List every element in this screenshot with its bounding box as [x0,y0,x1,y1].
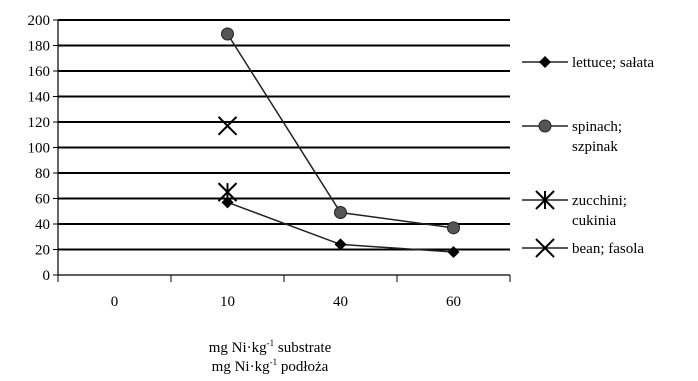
y-tick-label: 200 [28,13,51,29]
x-stroke [535,238,555,258]
legend-item-1: lettuce; sałata [522,55,654,71]
legend-label: zucchini; [572,193,627,209]
x-axis-label-line-1: mg Ni·kg-1 substrate [208,338,332,357]
y-tick-label: 180 [28,39,51,55]
y-tick-label: 100 [28,141,51,157]
data-point-star [217,182,238,202]
x-tick-label: 10 [220,294,235,310]
data-point-diamond [334,238,347,251]
legend-label: cukinia [572,213,616,229]
legend-item-3: zucchini; cukinia [522,190,627,229]
y-axis-ticks: 0 20 40 60 80 100 120 140 160 180 200 [28,13,58,284]
legend-label: spinach; [572,119,622,135]
data-point-diamond [447,246,460,259]
series-lines [226,33,454,253]
y-tick-label: 0 [43,268,51,284]
x-axis-ticks: 0 10 40 60 [57,275,511,310]
x-stroke [217,116,238,136]
gridlines [58,19,510,251]
y-tick-label: 20 [35,243,50,259]
x-axis-label-line-2: mg Ni·kg-1 podłoża [211,357,329,376]
legend-marker-circle [538,119,552,133]
series-markers [217,27,460,259]
legend-marker-star [535,190,555,210]
y-tick-label: 120 [28,115,51,131]
legend-label: lettuce; sałata [572,55,654,71]
legend: lettuce; sałata spinach; szpinak zucchini; c… [522,55,654,258]
data-point-circle [334,206,347,220]
y-tick-label: 140 [28,90,51,106]
legend-marker-x [535,238,555,258]
axes [57,20,510,276]
legend-label: bean; fasola [572,241,644,257]
x-tick-label: 40 [333,294,348,310]
x-tick-label: 0 [111,294,119,310]
y-tick-label: 40 [35,217,50,233]
x-axis-label: mg Ni·kg-1 substrate mg Ni·kg-1 podłoża [170,339,370,377]
legend-item-4: bean; fasola [522,238,644,258]
y-tick-label: 60 [35,192,50,208]
legend-label: szpinak [572,139,618,155]
data-point-circle [221,27,234,41]
y-tick-label: 160 [28,64,51,80]
legend-marker-diamond [539,56,551,68]
y-tick-label: 80 [35,166,50,182]
data-point-x [217,116,238,136]
x-tick-label: 60 [446,294,461,310]
legend-item-2: spinach; szpinak [522,119,622,155]
data-point-circle [447,221,460,235]
data-point-diamond [221,196,234,209]
